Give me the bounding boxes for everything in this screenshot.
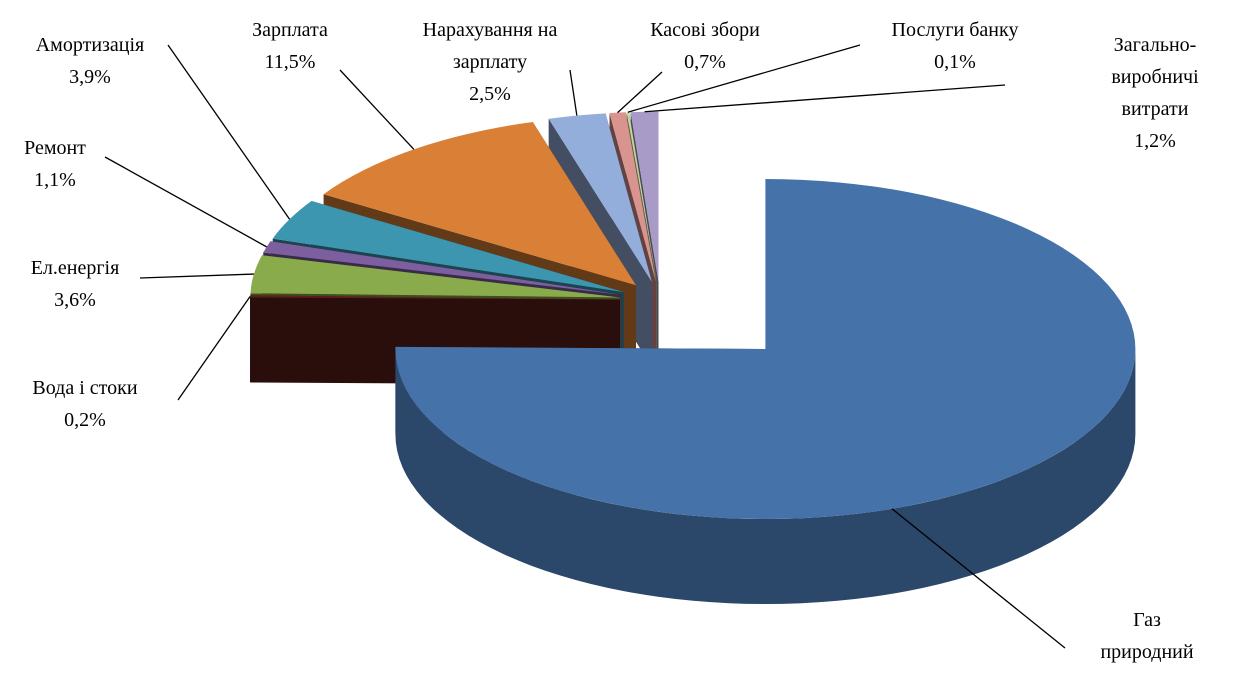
category-label: Касові збори [650,19,760,41]
slice-label: Амортизація 3,9% [36,29,145,93]
leader-line [339,69,415,150]
category-label: Вода і стоки [32,377,138,399]
leader-line [617,71,663,114]
value-label: 3,9% [69,66,111,88]
slice-wall [395,349,1136,605]
value-label: 1,1% [34,169,76,191]
category-label: Послуги банку [891,19,1019,41]
category-label: Амортизація [35,34,145,56]
leader-line [104,156,267,248]
value-label: 0,7% [684,51,726,73]
slice [630,111,659,282]
slice [626,112,657,282]
slice-label: Газ природний 75.2% [1098,604,1197,673]
slice [272,201,624,293]
slice-label: Ремонт 1,1% [24,132,86,196]
value-label: 75.2% [1098,668,1197,673]
slice [263,241,622,295]
leader-line [139,273,254,279]
slice-label: Вода і стоки 0,2% [32,372,137,436]
slice [323,122,636,286]
leader-line [167,44,291,220]
slice [548,113,652,283]
category-label: Нарахування на зарплату [422,19,558,73]
category-label: Загально- виробничі витрати [1111,34,1199,120]
slice-label: Загально- виробничі витрати 1,2% [1110,29,1201,157]
slice [250,255,621,298]
slice-label: Нарахування на зарплату 2,5% [423,14,558,110]
value-label: 3,6% [54,289,96,311]
leader-line [569,69,578,116]
slice-label: Касові збори 0,7% [650,14,760,78]
value-label: 11,5% [264,51,316,73]
slice [395,179,1136,520]
category-label: Газ природний [1100,609,1194,663]
category-label: Зарплата [252,19,328,41]
value-label: 0,2% [64,409,106,431]
category-label: Ел.енергія [30,257,120,279]
slice-label: Послуги банку 0,1% [892,14,1019,78]
leader-line [891,508,1066,649]
value-label: 2,5% [469,83,511,105]
slice [609,112,656,282]
leader-line [644,84,1006,113]
value-label: 1,2% [1134,130,1176,152]
leader-line [627,44,861,113]
slice-label: Ел.енергія 3,6% [31,252,120,316]
category-label: Ремонт [24,137,86,159]
slice-label: Зарплата 11,5% [252,14,328,78]
slice [250,295,621,300]
value-label: 0,1% [934,51,976,73]
leader-line [177,296,251,401]
